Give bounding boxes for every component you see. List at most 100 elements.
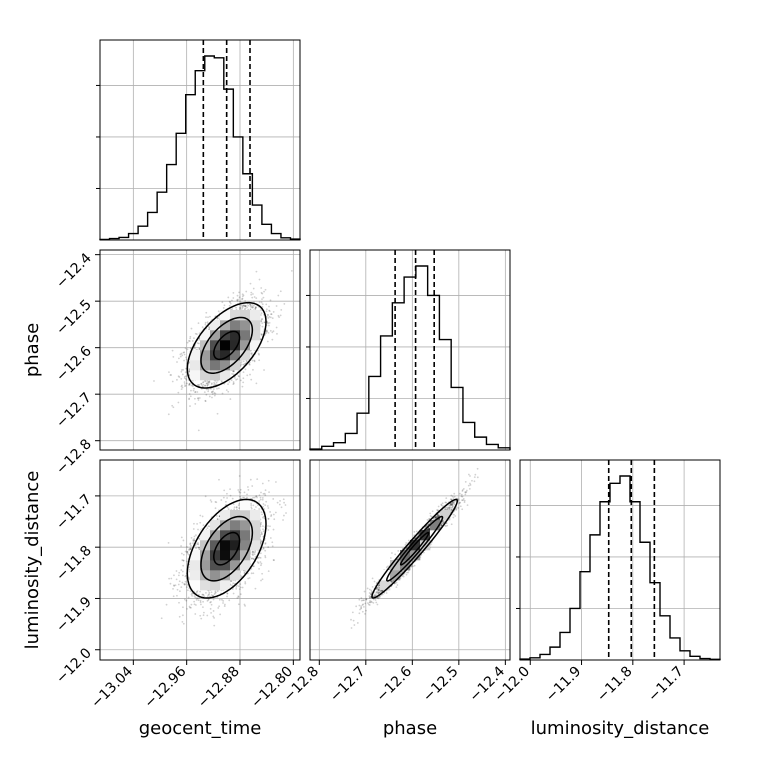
- sample-point: [262, 296, 265, 299]
- sample-point: [241, 586, 244, 589]
- density-bin: [240, 350, 251, 361]
- sample-point: [216, 412, 219, 415]
- sample-point: [227, 296, 230, 299]
- sample-point: [200, 383, 203, 386]
- sample-point: [209, 315, 211, 318]
- density-bin: [220, 350, 231, 361]
- density-bin: [230, 330, 241, 341]
- sample-point: [183, 353, 186, 356]
- sample-point: [248, 363, 251, 366]
- sample-point: [260, 301, 263, 304]
- sample-point: [192, 528, 195, 530]
- sample-point: [217, 317, 219, 319]
- panel-frame: [519, 459, 721, 661]
- sample-point: [180, 370, 183, 373]
- sample-point: [177, 401, 180, 404]
- sample-point: [265, 315, 268, 318]
- sample-point: [208, 327, 211, 330]
- sample-point: [254, 587, 257, 590]
- sample-point: [196, 342, 199, 344]
- sample-point: [266, 329, 268, 332]
- sample-point: [249, 282, 252, 285]
- sample-point: [196, 590, 199, 593]
- sample-point: [207, 381, 210, 383]
- sample-point: [262, 528, 264, 531]
- sample-point: [251, 306, 254, 309]
- sample-point: [180, 378, 183, 380]
- sample-point: [249, 373, 251, 376]
- sample-point: [204, 380, 207, 383]
- sample-point: [182, 622, 185, 625]
- sample-point: [180, 536, 183, 539]
- sample-point: [216, 317, 219, 320]
- sample-point: [252, 504, 255, 507]
- sample-point: [242, 363, 245, 366]
- sample-point: [251, 296, 254, 299]
- sample-point: [189, 395, 192, 398]
- sample-point: [227, 390, 230, 393]
- density-bin: [210, 320, 221, 331]
- sample-point: [277, 314, 280, 317]
- density-bin: [230, 310, 241, 321]
- sample-point: [206, 595, 209, 598]
- density-bin: [210, 360, 221, 371]
- sample-point: [239, 488, 242, 491]
- sample-point: [197, 542, 199, 544]
- sample-point: [268, 315, 271, 318]
- sample-point: [244, 300, 247, 302]
- sample-point: [189, 547, 192, 550]
- panel-frame: [99, 249, 301, 451]
- sample-point: [260, 532, 263, 535]
- sample-point: [171, 404, 174, 407]
- sample-point: [179, 353, 182, 356]
- sample-point: [195, 604, 197, 606]
- sample-point: [231, 584, 234, 587]
- sample-point: [197, 384, 200, 387]
- sample-point: [248, 363, 251, 365]
- sample-point: [198, 397, 201, 399]
- sample-point: [183, 583, 186, 586]
- sample-point: [194, 391, 196, 394]
- sample-point: [241, 305, 244, 308]
- sample-point: [213, 392, 216, 394]
- sample-point: [244, 368, 247, 371]
- sample-point: [184, 371, 187, 374]
- sample-point: [181, 354, 184, 357]
- sample-point: [222, 496, 225, 499]
- sample-point: [209, 601, 212, 604]
- sample-point: [241, 306, 244, 308]
- sample-point: [172, 406, 175, 409]
- sample-point: [277, 294, 280, 297]
- sample-point: [228, 381, 231, 383]
- sample-point: [190, 384, 193, 387]
- sample-point: [177, 574, 180, 577]
- density-bin: [210, 350, 221, 361]
- sample-point: [224, 603, 226, 606]
- sample-point: [241, 307, 244, 310]
- sample-point: [213, 394, 216, 397]
- sample-point: [183, 381, 186, 383]
- sample-point: [259, 498, 262, 501]
- sample-point: [244, 305, 247, 307]
- sample-point: [197, 399, 200, 401]
- sample-point: [214, 392, 217, 395]
- sample-point: [198, 383, 201, 386]
- sample-point: [210, 387, 212, 390]
- sample-point: [251, 352, 253, 355]
- sample-point: [262, 547, 265, 549]
- sample-point: [261, 498, 264, 501]
- sample-point: [242, 371, 245, 374]
- sample-point: [261, 333, 263, 336]
- sample-point: [184, 347, 187, 350]
- sample-point: [260, 511, 263, 514]
- density-bin: [240, 320, 251, 331]
- sample-point: [195, 597, 198, 600]
- sample-point: [260, 319, 263, 322]
- sample-point: [278, 503, 281, 506]
- sample-point: [181, 620, 184, 623]
- density-bin: [210, 330, 221, 341]
- sample-point: [246, 493, 248, 496]
- sample-point: [229, 398, 232, 400]
- sample-point: [267, 322, 269, 325]
- density-bin: [220, 320, 231, 331]
